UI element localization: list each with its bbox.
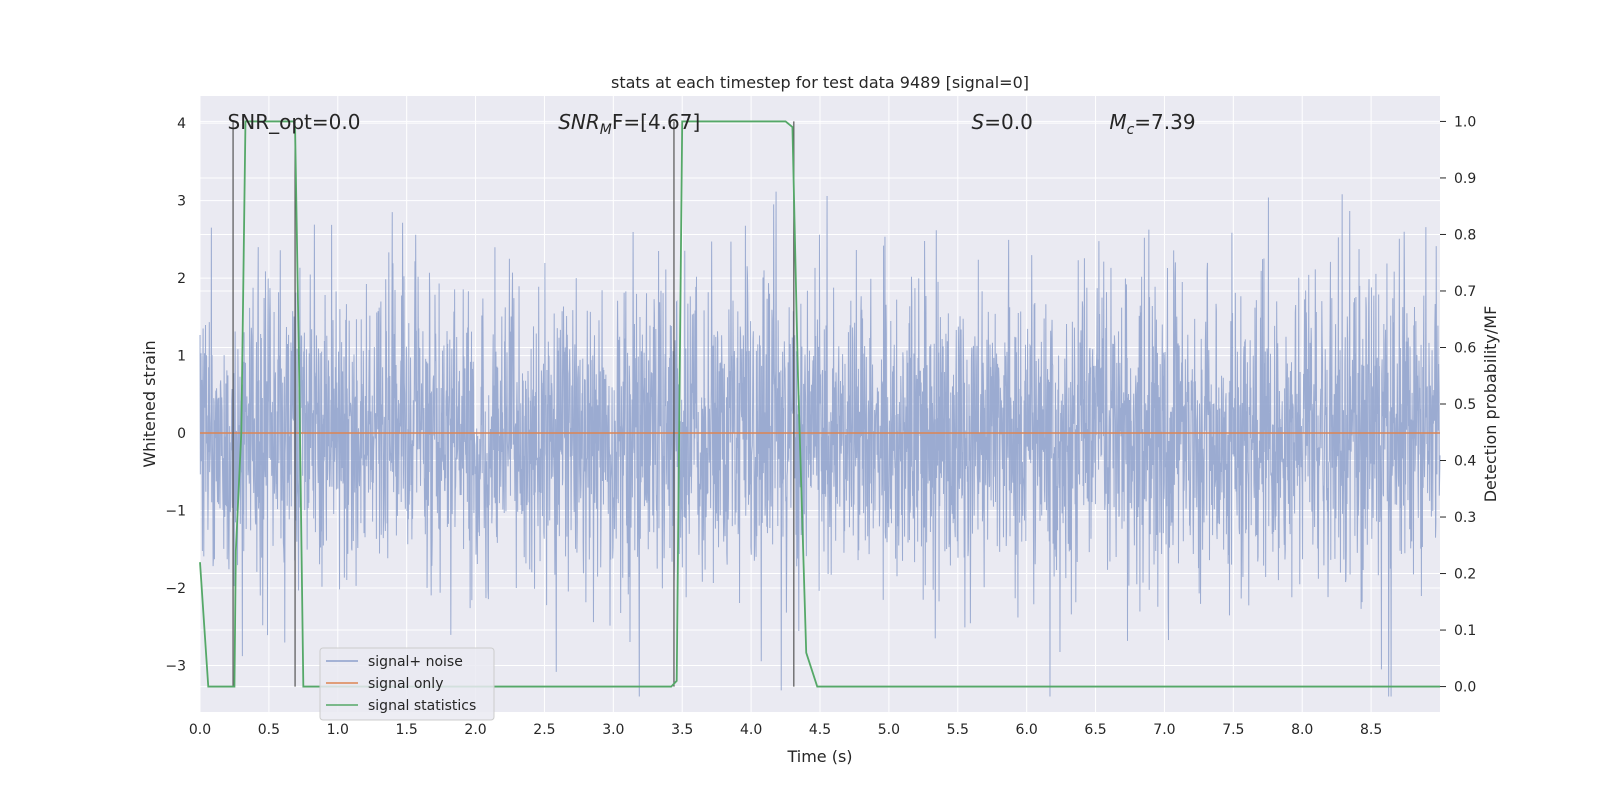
annotations: SNR_opt=0.0 SNRMF=[4.67] S=0.0 Mc=7.39 [228,110,1196,138]
right-y-tick-label: 0.8 [1454,227,1476,243]
right-y-tick-label: 0.0 [1454,680,1476,696]
right-y-tick-label: 0.5 [1454,397,1476,413]
legend-box [319,647,495,721]
legend-label-signal-statistics: signal statistics [368,698,476,714]
left-y-tick-label: −2 [165,581,186,597]
legend: signal+ noise signal only signal statist… [319,647,495,721]
x-tick-label: 1.5 [396,722,418,738]
grid [199,96,1440,712]
x-tick-label: 5.0 [878,722,900,738]
x-axis-label: Time (s) [786,747,852,766]
x-tick-label: 0.5 [258,722,280,738]
annotation-snr-mf: SNRMF=[4.67] [558,110,700,138]
right-y-tick-label: 0.1 [1454,623,1476,639]
x-tick-label: 4.5 [809,722,831,738]
right-y-tick-label: 1.0 [1454,114,1476,130]
left-y-tick-label: 4 [177,116,186,132]
x-tick-label: 0.0 [189,722,211,738]
x-tick-label: 6.5 [1084,722,1106,738]
left-y-tick-label: 2 [177,271,186,287]
right-y-axis-label: Detection probability/MF [1481,306,1500,503]
chart-title: stats at each timestep for test data 948… [611,73,1029,92]
x-tick-label: 8.0 [1291,722,1313,738]
left-y-tick-label: 1 [177,349,186,365]
left-y-tick-label: −3 [165,659,186,675]
x-tick-label: 7.5 [1222,722,1244,738]
right-y-tick-label: 0.7 [1454,284,1476,300]
x-tick-label: 2.0 [464,722,486,738]
x-tick-label: 2.5 [533,722,555,738]
right-y-tick-label: 0.6 [1454,340,1476,356]
x-tick-label: 3.5 [671,722,693,738]
x-tick-label: 7.0 [1153,722,1175,738]
x-tick-label: 8.5 [1360,722,1382,738]
legend-label-signal-only: signal only [368,676,443,692]
left-y-tick-label: 3 [177,194,186,210]
x-axis-ticks: 0.0 0.5 1.0 1.5 2.0 2.5 3.0 3.5 4.0 4.5 5.0 5.5 6.0 6… [189,722,1382,738]
x-tick-label: 3.0 [602,722,624,738]
annotation-snr-opt: SNR_opt=0.0 [228,110,361,134]
left-y-tick-label: 0 [177,426,186,442]
x-tick-label: 5.5 [947,722,969,738]
right-y-tick-label: 0.4 [1454,454,1476,470]
x-tick-label: 4.0 [740,722,762,738]
legend-label-signal-noise: signal+ noise [368,654,463,670]
right-y-tick-label: 0.9 [1454,171,1476,187]
left-y-axis-ticks: −3 −2 −1 0 1 2 3 4 [165,116,186,674]
left-y-tick-label: −1 [165,504,186,520]
signal-noise-line [199,191,1441,697]
right-y-tick-label: 0.3 [1454,510,1476,526]
annotation-mc: Mc=7.39 [1109,110,1195,138]
right-y-tick-label: 0.2 [1454,567,1476,583]
left-y-axis-label: Whitened strain [140,340,159,467]
annotation-s: S=0.0 [972,110,1033,134]
x-tick-label: 6.0 [1016,722,1038,738]
x-tick-label: 1.0 [327,722,349,738]
right-y-axis-ticks: 0.0 0.1 0.2 0.3 0.4 0.5 0.6 0.7 0.8 0.9 1.0 [1440,114,1476,696]
series-signal-noise [199,191,1441,697]
